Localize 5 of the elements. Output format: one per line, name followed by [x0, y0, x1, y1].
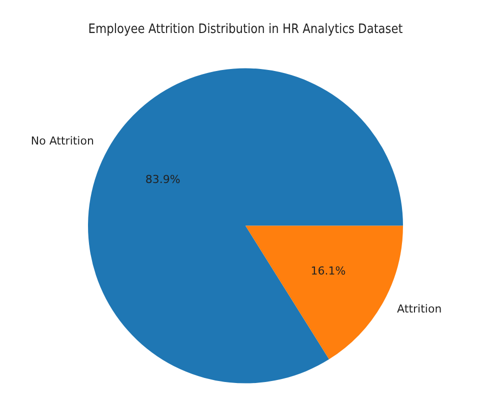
data-label: 16.1% — [310, 264, 346, 278]
chart-title: Employee Attrition Distribution in HR Analytics Dataset — [88, 21, 403, 36]
data-label: 83.9% — [145, 172, 180, 186]
slice-label: Attrition — [397, 302, 442, 316]
slice-label: No Attrition — [30, 134, 94, 148]
